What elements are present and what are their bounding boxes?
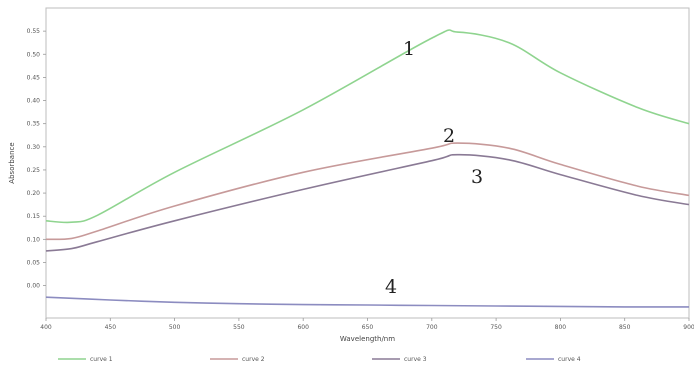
curve-label-3: 3 xyxy=(471,166,483,188)
y-tick-label: 0.20 xyxy=(27,190,41,197)
x-tick-label: 400 xyxy=(40,324,52,331)
legend-entry-1: curve 1 xyxy=(90,356,113,363)
x-tick-label: 900 xyxy=(683,324,694,331)
x-tick-label: 650 xyxy=(362,324,374,331)
x-tick-label: 800 xyxy=(555,324,567,331)
y-tick-label: 0.15 xyxy=(27,213,41,220)
legend-entry-2: curve 2 xyxy=(242,356,265,363)
curve-label-2: 2 xyxy=(443,125,455,147)
x-tick-label: 500 xyxy=(169,324,181,331)
y-tick-label: 0.55 xyxy=(27,28,41,35)
y-tick-label: 0.30 xyxy=(27,144,41,151)
x-axis-title: Wavelength/nm xyxy=(340,335,395,343)
y-tick-label: 0.45 xyxy=(27,74,41,81)
series-line-1 xyxy=(45,29,690,224)
curve-labels-layer: 1 23 4 xyxy=(385,38,483,298)
y-tick-label: 0.00 xyxy=(27,283,41,290)
y-tick-label: 0.35 xyxy=(27,121,41,128)
x-tick-label: 550 xyxy=(233,324,245,331)
curve-label-4: 4 xyxy=(385,276,397,298)
plot-frame xyxy=(45,7,690,319)
y-tick-label: 0.05 xyxy=(27,259,41,266)
y-tick-label: 0.10 xyxy=(27,236,41,243)
y-axis-title: Absorbance xyxy=(8,142,16,183)
y-tick-label: 0.25 xyxy=(27,167,41,174)
x-tick-label: 850 xyxy=(619,324,631,331)
x-tick-label: 450 xyxy=(105,324,117,331)
x-tick-label: 600 xyxy=(297,324,309,331)
series-line-2 xyxy=(45,142,690,241)
y-tick-label: 0.50 xyxy=(27,51,41,58)
curve-label-1: 1 xyxy=(403,38,415,60)
legend-entry-3: curve 3 xyxy=(404,356,427,363)
legend-entry-4: curve 4 xyxy=(558,356,581,363)
x-tick-label: 750 xyxy=(490,324,502,331)
y-tick-label: 0.40 xyxy=(27,98,41,105)
legend: curve 1 curve 2 curve 3 curve 4 xyxy=(58,356,581,363)
x-tick-label: 700 xyxy=(426,324,438,331)
series-line-3 xyxy=(45,153,690,252)
axes-layer: 400 450 500 550 600 650 700 750 800 850 900 0.00 0.0… xyxy=(8,7,694,343)
series-layer xyxy=(45,29,690,308)
series-line-4 xyxy=(45,296,690,308)
